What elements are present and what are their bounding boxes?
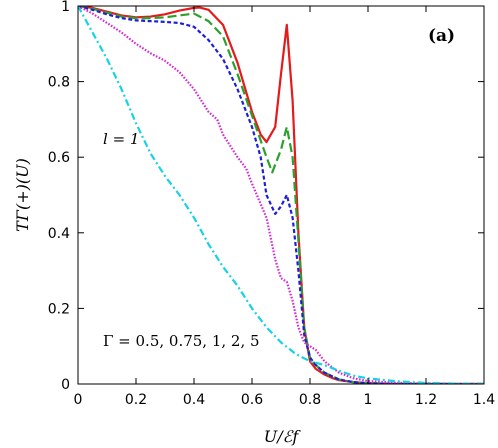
- series-line-5: [78, 6, 484, 384]
- y-tick-label: 0.4: [48, 226, 70, 242]
- panel-label: (a): [428, 26, 455, 46]
- y-tick-label: 0.2: [48, 301, 70, 317]
- x-tick-label: 0.6: [241, 392, 263, 408]
- annotation-gamma-values: Γ = 0.5, 0.75, 1, 2, 5: [103, 332, 260, 350]
- y-tick-label: 0.8: [48, 75, 70, 91]
- series-line-1: [78, 6, 484, 384]
- x-tick-label: 0.4: [183, 392, 205, 408]
- x-tick-label: 1: [364, 392, 373, 408]
- y-tick-label: 1: [61, 0, 70, 15]
- annotation-l-value: l = 1: [103, 130, 139, 148]
- ticks-layer: 0 0.2 0.4 0.6 0.8 1 1.2 1.4 0 0.2 0.4 0.6 0.8 1: [48, 0, 495, 408]
- y-tick-label: 0: [61, 377, 70, 393]
- x-tick-label: 0.8: [299, 392, 321, 408]
- y-tick-label: 0.6: [48, 150, 70, 166]
- y-axis-label: TΓ(+)(U): [13, 158, 32, 232]
- x-axis-label: U/ℰf: [264, 427, 302, 446]
- x-tick-label: 1.4: [473, 392, 495, 408]
- series-layer: [78, 6, 484, 384]
- series-line-2: [78, 6, 484, 384]
- series-line-3: [78, 6, 484, 384]
- x-tick-label: 0: [74, 392, 83, 408]
- plot-frame: [77, 5, 485, 385]
- x-tick-label: 0.2: [125, 392, 147, 408]
- x-tick-label: 1.2: [415, 392, 437, 408]
- series-line-4: [78, 6, 484, 384]
